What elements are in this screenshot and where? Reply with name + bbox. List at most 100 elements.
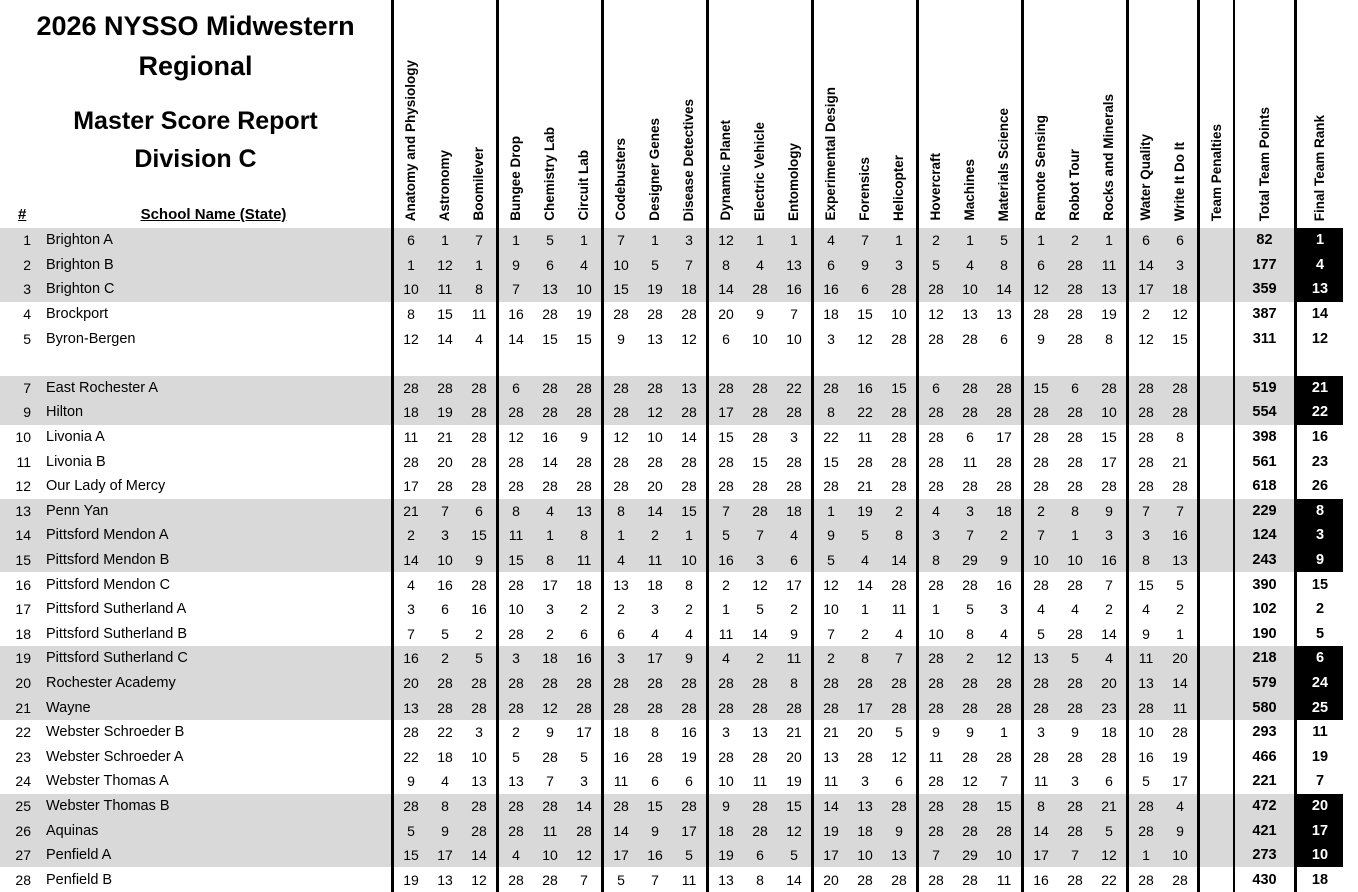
score-cell: 28 — [919, 670, 953, 696]
team-penalties-cell — [1200, 351, 1233, 376]
score-cell: 3 — [428, 523, 462, 548]
score-cell: 12 — [709, 228, 743, 253]
score-cell: 12 — [777, 818, 811, 843]
score-cell: 1 — [743, 228, 777, 253]
score-cell: 21 — [1092, 793, 1126, 819]
score-cell: 28 — [891, 429, 907, 446]
score-cell: 18 — [987, 498, 1021, 524]
score-cell: 3 — [861, 773, 869, 790]
score-cell: 10 — [718, 773, 734, 790]
score-cell: 15 — [542, 330, 558, 347]
score-cell: 10 — [508, 601, 524, 618]
score-cell: 1 — [394, 252, 428, 278]
report-subtitle-line2: Division C — [134, 145, 257, 173]
team-number — [0, 351, 36, 376]
score-cell: 14 — [1163, 670, 1197, 696]
score-cell: 1 — [932, 601, 940, 618]
score-cell: 4 — [919, 498, 953, 524]
score-cell: 1 — [1092, 228, 1126, 253]
score-cell: 28 — [533, 375, 567, 401]
score-cell: 28 — [882, 793, 916, 819]
final-rank-cell: 24 — [1297, 670, 1343, 696]
score-cell: 13 — [777, 252, 811, 278]
school-name: Byron-Bergen — [46, 330, 136, 347]
score-cell: 28 — [567, 375, 601, 401]
team-penalties-cell — [1200, 572, 1233, 597]
score-cell: 6 — [617, 625, 625, 642]
score-cell: 11 — [962, 453, 978, 470]
school-name: East Rochester A — [36, 375, 391, 401]
score-cell: 4 — [475, 330, 483, 347]
score-cell: 19 — [681, 748, 697, 765]
score-cell: 28 — [428, 670, 462, 696]
score-cell: 28 — [996, 748, 1012, 765]
score-cell: 28 — [987, 818, 1021, 843]
score-cell: 7 — [651, 871, 659, 888]
column-divider-line — [1294, 0, 1297, 892]
score-cell: 9 — [617, 330, 625, 347]
score-cell: 28 — [928, 576, 944, 593]
score-cell: 10 — [1024, 547, 1058, 573]
score-cell: 28 — [604, 375, 638, 401]
final-rank-cell: 17 — [1297, 818, 1343, 843]
final-rank-cell: 14 — [1311, 306, 1329, 323]
score-cell: 9 — [709, 793, 743, 819]
score-cell: 28 — [1138, 478, 1154, 495]
score-cell: 8 — [604, 498, 638, 524]
score-cell: 9 — [1037, 330, 1045, 347]
score-cell: 11 — [777, 646, 811, 671]
score-cell: 13 — [394, 695, 428, 720]
total-points-cell: 554 — [1235, 400, 1294, 425]
score-cell: 28 — [1067, 429, 1083, 446]
score-cell: 2 — [1105, 601, 1113, 618]
score-cell — [777, 351, 811, 376]
score-cell: 10 — [823, 601, 839, 618]
score-cell: 14 — [786, 871, 802, 888]
school-name: Brighton A — [36, 228, 391, 253]
score-cell: 11 — [471, 306, 487, 323]
final-rank-cell: 4 — [1297, 252, 1343, 278]
score-cell: 28 — [1067, 453, 1083, 470]
event-column-header: Designer Genes — [647, 118, 663, 221]
score-cell: 28 — [1138, 429, 1154, 446]
score-cell: 14 — [508, 330, 524, 347]
score-cell: 14 — [681, 429, 697, 446]
event-column-header: Dynamic Planet — [718, 120, 734, 221]
team-number: 26 — [0, 818, 36, 843]
score-cell: 6 — [1024, 252, 1058, 278]
score-cell: 28 — [1024, 695, 1058, 720]
team-penalties-cell — [1200, 474, 1233, 499]
score-cell: 19 — [848, 498, 882, 524]
team-penalties-cell — [1200, 326, 1233, 351]
score-cell: 28 — [604, 670, 638, 696]
score-cell: 5 — [1176, 576, 1184, 593]
score-cell: 28 — [743, 695, 777, 720]
score-cell — [604, 351, 638, 376]
score-cell: 28 — [919, 646, 953, 671]
score-cell: 16 — [613, 748, 629, 765]
score-cell: 28 — [953, 670, 987, 696]
final-rank-cell: 2 — [1315, 601, 1325, 618]
final-rank-cell: 23 — [1311, 453, 1329, 470]
total-points-cell: 561 — [1252, 453, 1277, 470]
score-cell: 28 — [542, 748, 558, 765]
score-cell: 6 — [895, 773, 903, 790]
score-cell: 4 — [533, 498, 567, 524]
score-cell: 2 — [953, 646, 987, 671]
score-cell: 5 — [966, 601, 974, 618]
school-name: Webster Schroeder B — [46, 724, 185, 741]
score-cell: 28 — [891, 330, 907, 347]
score-cell: 14 — [462, 842, 496, 868]
score-cell: 10 — [1138, 724, 1154, 741]
score-cell: 14 — [1024, 818, 1058, 843]
score-cell: 28 — [1033, 429, 1049, 446]
score-cell: 9 — [428, 818, 462, 843]
score-cell: 21 — [857, 478, 873, 495]
score-cell: 16 — [1163, 523, 1197, 548]
score-cell: 28 — [428, 375, 462, 401]
score-cell — [953, 351, 987, 376]
score-cell: 28 — [394, 793, 428, 819]
score-cell: 28 — [647, 748, 663, 765]
score-cell: 28 — [786, 478, 802, 495]
